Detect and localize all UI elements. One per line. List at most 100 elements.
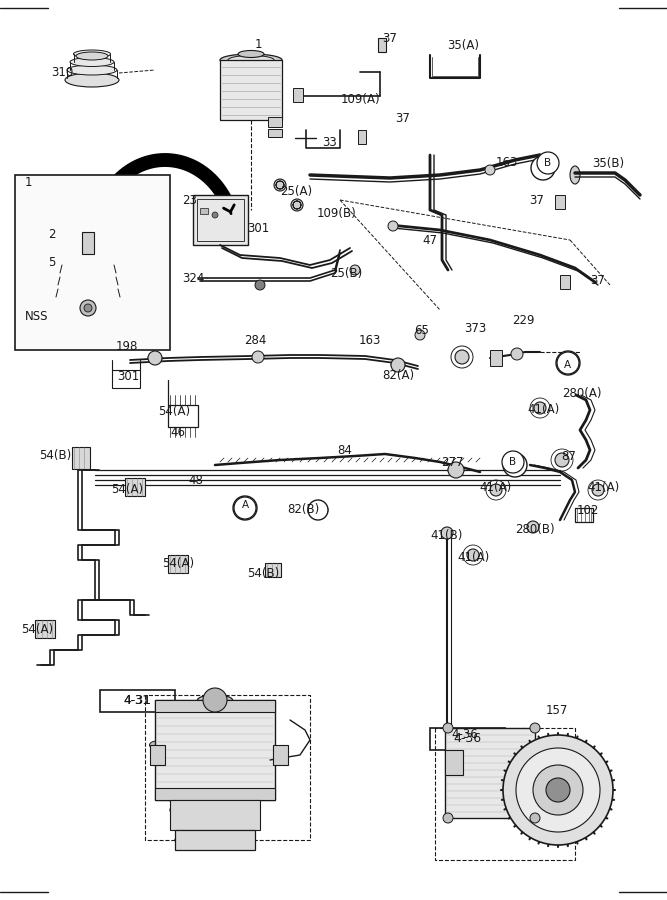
Text: B: B — [510, 457, 516, 467]
Bar — [175, 830, 255, 850]
Text: 37: 37 — [590, 274, 606, 286]
Text: 54(A): 54(A) — [21, 624, 53, 636]
Ellipse shape — [149, 741, 165, 749]
Text: A: A — [241, 500, 249, 510]
Text: 2: 2 — [48, 229, 56, 241]
Text: 23: 23 — [183, 194, 197, 206]
Text: 47: 47 — [422, 233, 438, 247]
Circle shape — [203, 688, 227, 712]
Ellipse shape — [62, 260, 114, 270]
Circle shape — [537, 152, 559, 174]
Bar — [168, 405, 198, 427]
Text: 102: 102 — [577, 503, 599, 517]
Bar — [72, 447, 90, 469]
Text: 157: 157 — [546, 704, 568, 716]
Text: 41(B): 41(B) — [431, 528, 463, 542]
Ellipse shape — [228, 56, 274, 65]
Bar — [125, 478, 145, 496]
Circle shape — [516, 748, 600, 832]
Circle shape — [531, 156, 555, 180]
Bar — [197, 199, 244, 241]
Circle shape — [415, 330, 425, 340]
Bar — [150, 745, 165, 765]
Circle shape — [455, 350, 469, 364]
Circle shape — [308, 500, 328, 520]
Circle shape — [255, 280, 265, 290]
Text: 37: 37 — [530, 194, 544, 206]
Text: 25(A): 25(A) — [280, 185, 312, 199]
Bar — [555, 195, 565, 209]
Circle shape — [443, 813, 453, 823]
Text: 87: 87 — [562, 451, 576, 464]
Ellipse shape — [197, 695, 233, 705]
Circle shape — [84, 304, 92, 312]
Circle shape — [441, 527, 453, 539]
Text: 46: 46 — [171, 426, 185, 438]
Text: B: B — [544, 158, 552, 168]
Text: 163: 163 — [496, 157, 518, 169]
Circle shape — [80, 300, 96, 316]
Circle shape — [555, 453, 569, 467]
Ellipse shape — [73, 50, 111, 58]
Bar — [100, 690, 175, 712]
Circle shape — [490, 484, 502, 496]
Text: 54(B): 54(B) — [247, 566, 279, 580]
Text: 41(A): 41(A) — [528, 403, 560, 417]
Circle shape — [557, 352, 579, 374]
Text: 54(A): 54(A) — [162, 556, 194, 570]
Text: 163: 163 — [359, 334, 381, 346]
Circle shape — [388, 221, 398, 231]
Circle shape — [212, 212, 218, 218]
Bar — [265, 563, 281, 577]
Text: 4-36: 4-36 — [452, 728, 478, 742]
Ellipse shape — [570, 166, 580, 184]
Text: 33: 33 — [323, 136, 338, 149]
Circle shape — [252, 351, 264, 363]
Text: 301: 301 — [117, 370, 139, 382]
Bar — [378, 38, 386, 52]
Text: A: A — [241, 503, 249, 513]
Text: 229: 229 — [512, 313, 534, 327]
Text: 54(A): 54(A) — [111, 483, 143, 497]
Text: B: B — [511, 460, 519, 470]
Bar — [193, 195, 248, 245]
Text: 48: 48 — [189, 473, 203, 487]
Bar — [293, 88, 303, 102]
Circle shape — [534, 402, 546, 414]
Text: 82(B): 82(B) — [287, 503, 319, 517]
Text: 4-31: 4-31 — [123, 695, 151, 707]
Text: NSS: NSS — [25, 310, 49, 322]
Text: A: A — [564, 358, 572, 368]
Circle shape — [511, 348, 523, 360]
Ellipse shape — [170, 790, 260, 810]
Circle shape — [467, 549, 479, 561]
Text: B: B — [539, 163, 547, 173]
Text: 109(A): 109(A) — [340, 94, 380, 106]
Bar — [170, 800, 260, 830]
Ellipse shape — [170, 799, 260, 821]
Text: 198: 198 — [116, 339, 138, 353]
Circle shape — [503, 735, 613, 845]
Bar — [168, 555, 188, 573]
Text: 54(B): 54(B) — [39, 448, 71, 462]
Text: 280(B): 280(B) — [515, 524, 555, 536]
Text: 35(B): 35(B) — [592, 157, 624, 169]
Circle shape — [530, 723, 540, 733]
Text: 82(A): 82(A) — [382, 370, 414, 382]
Text: 373: 373 — [464, 321, 486, 335]
Text: 5: 5 — [48, 256, 55, 269]
Text: 41(A): 41(A) — [587, 481, 619, 493]
Circle shape — [291, 199, 303, 211]
Circle shape — [443, 723, 453, 733]
Text: 280(A): 280(A) — [562, 386, 602, 400]
Bar — [15, 175, 170, 350]
Text: 37: 37 — [383, 32, 398, 44]
Bar — [155, 700, 275, 712]
Text: 54(A): 54(A) — [158, 406, 190, 419]
Circle shape — [485, 165, 495, 175]
Ellipse shape — [445, 746, 463, 754]
Bar — [155, 788, 275, 800]
Bar — [445, 728, 535, 818]
Ellipse shape — [63, 211, 113, 221]
Circle shape — [502, 451, 524, 473]
